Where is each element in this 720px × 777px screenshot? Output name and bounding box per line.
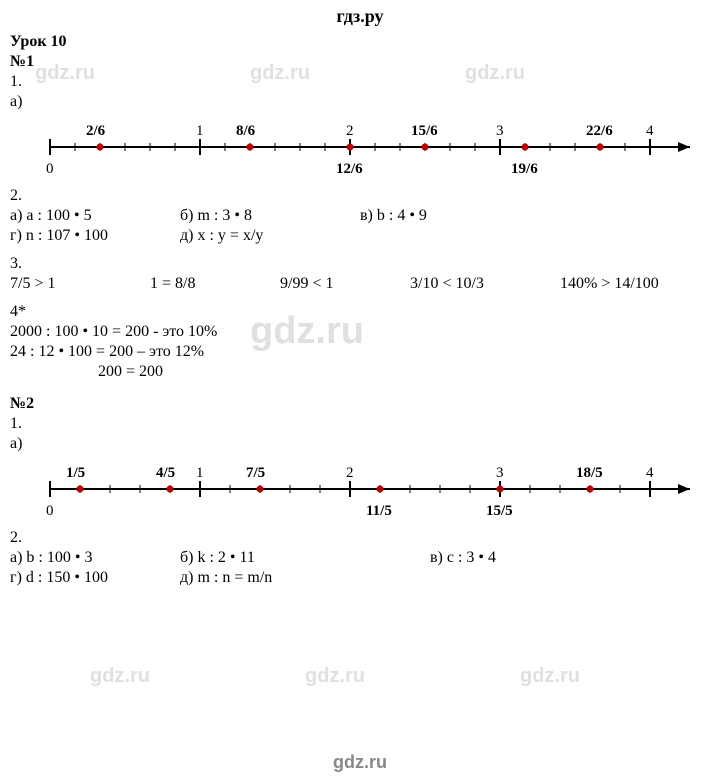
n1-p3-d: 3/10 < 10/3 (410, 275, 560, 293)
n1-p4-l2: 24 : 12 • 100 = 200 – это 12% (10, 343, 710, 361)
n1-p4: 4* (10, 303, 710, 321)
n2-p2-row2: г) d : 150 • 100 д) m : n = m/n (10, 569, 710, 587)
svg-text:1: 1 (196, 465, 204, 481)
svg-text:0: 0 (46, 503, 54, 519)
svg-text:15/6: 15/6 (411, 123, 438, 139)
n1-p2-row2: г) n : 107 • 100 д) x : y = x/y (10, 227, 710, 245)
svg-text:18/5: 18/5 (576, 465, 603, 481)
svg-text:22/6: 22/6 (586, 123, 613, 139)
n2-p1: 1. (10, 415, 710, 433)
svg-text:15/5: 15/5 (486, 503, 513, 519)
svg-text:4: 4 (646, 465, 654, 481)
n1-p3-e: 140% > 14/100 (560, 275, 710, 293)
watermark: gdz.ru (305, 665, 365, 688)
lesson-title: Урок 10 (10, 33, 710, 51)
page-header: гдз.ру (0, 0, 720, 31)
n1-p1a: а) (10, 93, 710, 111)
svg-text:1/5: 1/5 (66, 465, 85, 481)
svg-text:3: 3 (496, 465, 504, 481)
n1-p3: 3. (10, 255, 710, 273)
n1-p2-b: б) m : 3 • 8 (180, 207, 360, 225)
n1-p3-c: 9/99 < 1 (280, 275, 410, 293)
svg-text:4: 4 (646, 123, 654, 139)
section-n1: №1 (10, 53, 710, 71)
watermark: gdz.ru (90, 665, 150, 688)
svg-text:19/6: 19/6 (511, 161, 538, 177)
n1-p3-b: 1 = 8/8 (150, 275, 280, 293)
n2-p2-g: г) d : 150 • 100 (10, 569, 180, 587)
n2-p2-b: б) k : 2 • 11 (180, 549, 430, 567)
n1-p2-a: а) a : 100 • 5 (10, 207, 180, 225)
svg-text:2: 2 (346, 123, 354, 139)
watermark: gdz.ru (520, 665, 580, 688)
n1-p1: 1. (10, 73, 710, 91)
svg-text:2/6: 2/6 (86, 123, 106, 139)
page-footer: gdz.ru (0, 752, 720, 773)
n1-p4-l3: 200 = 200 (10, 363, 710, 381)
svg-text:3: 3 (496, 123, 504, 139)
n1-p2-v: в) b : 4 • 9 (360, 207, 510, 225)
n1-p3-a: 7/5 > 1 (10, 275, 150, 293)
n2-p1a: а) (10, 435, 710, 453)
n1-p2-g: г) n : 107 • 100 (10, 227, 180, 245)
svg-text:8/6: 8/6 (236, 123, 256, 139)
n2-p2-v: в) c : 3 • 4 (430, 549, 710, 567)
svg-text:12/6: 12/6 (336, 161, 363, 177)
section-n2: №2 (10, 395, 710, 413)
numberline-1: 0 1 2 3 4 2/6 8/6 15/6 22/6 12/6 19/6 (10, 117, 710, 177)
svg-text:0: 0 (46, 161, 54, 177)
svg-text:7/5: 7/5 (246, 465, 265, 481)
svg-text:2: 2 (346, 465, 354, 481)
n1-p2-d: д) x : y = x/y (180, 227, 360, 245)
n1-p3-row: 7/5 > 1 1 = 8/8 9/99 < 1 3/10 < 10/3 140… (10, 275, 710, 293)
svg-text:1: 1 (196, 123, 204, 139)
n2-p2-d: д) m : n = m/n (180, 569, 430, 587)
n1-p4-l1: 2000 : 100 • 10 = 200 - это 10% (10, 323, 710, 341)
n2-p2-row1: а) b : 100 • 3 б) k : 2 • 11 в) c : 3 • … (10, 549, 710, 567)
n2-p2-a: а) b : 100 • 3 (10, 549, 180, 567)
n1-p2-row1: а) a : 100 • 5 б) m : 3 • 8 в) b : 4 • 9 (10, 207, 710, 225)
n1-p2: 2. (10, 187, 710, 205)
svg-text:11/5: 11/5 (366, 503, 392, 519)
n2-p2: 2. (10, 529, 710, 547)
numberline-2: 0 1 2 3 4 1/5 4/5 7/5 18/5 11/5 15/5 (10, 459, 710, 519)
svg-text:4/5: 4/5 (156, 465, 175, 481)
